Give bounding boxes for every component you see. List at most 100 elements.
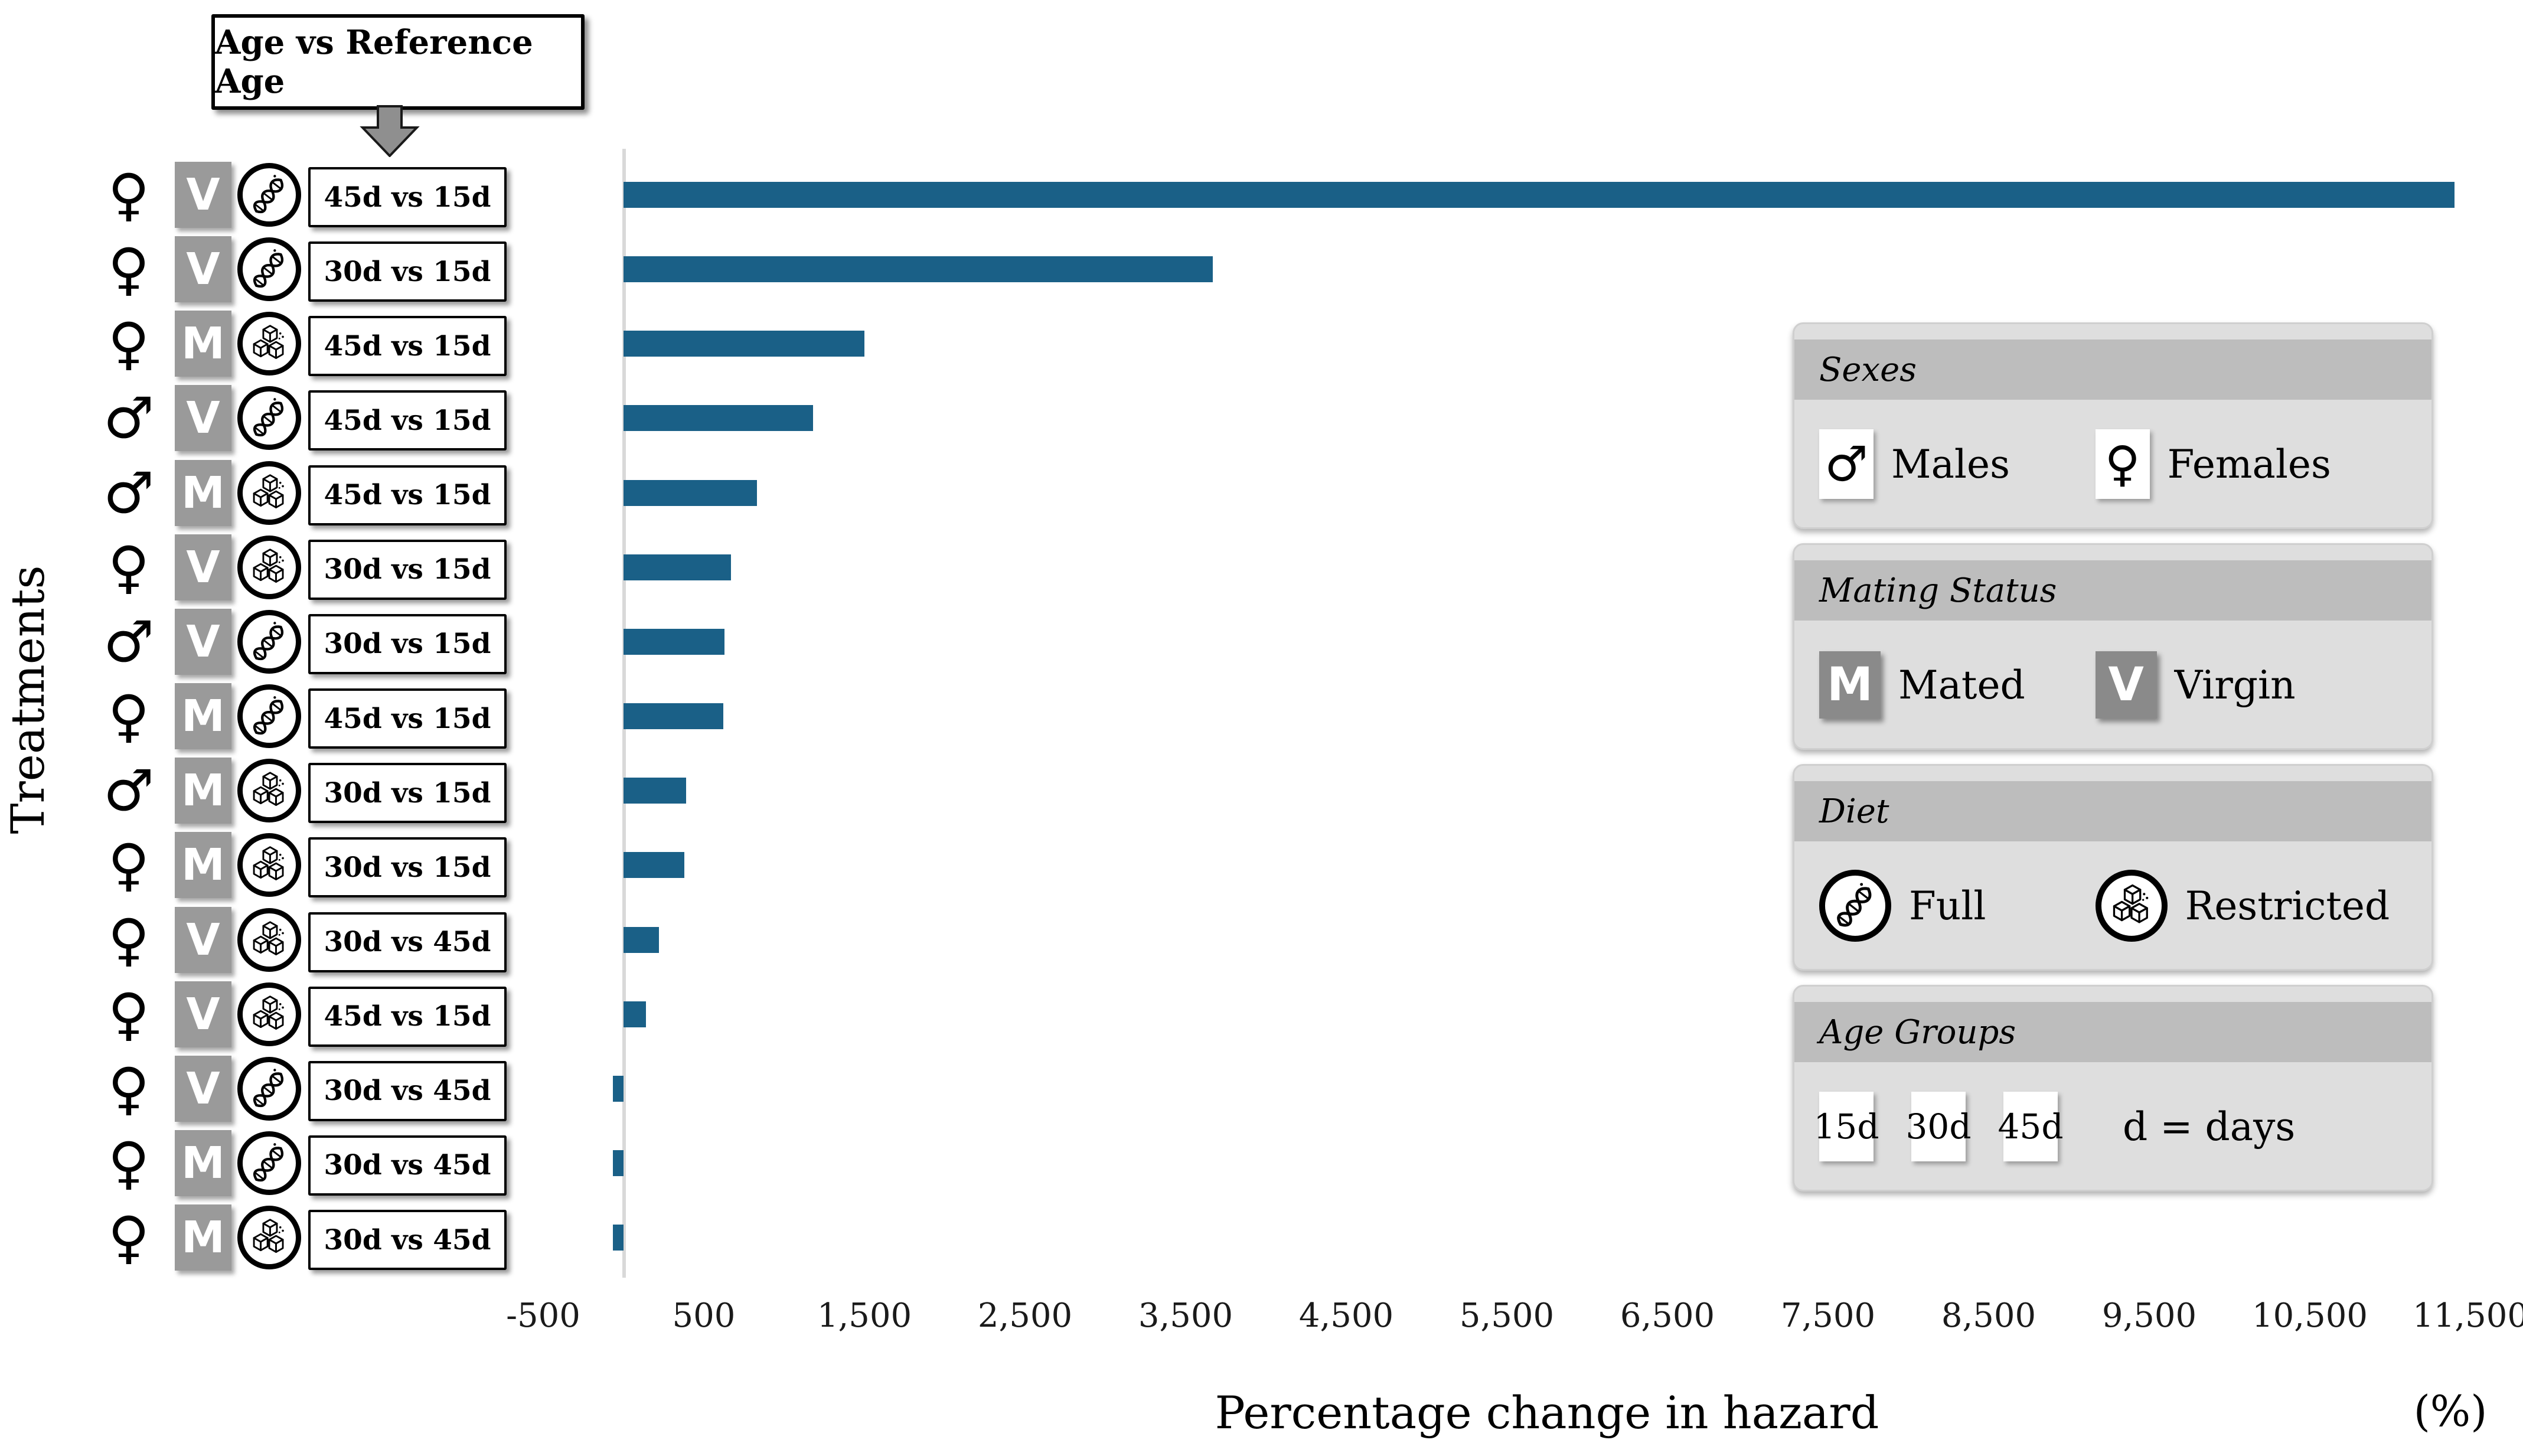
age-chip-45d: 45d (1998, 1092, 2063, 1161)
hazard-bar (624, 703, 723, 730)
mating-badge-mated: M (175, 683, 231, 750)
hazard-bar (624, 628, 725, 655)
legend-full-diet-entry: Full (1819, 870, 2096, 942)
diet-icon-restricted (237, 907, 301, 972)
diet-icon-full (237, 684, 301, 749)
full-diet-label: Full (1909, 883, 1986, 929)
mated-badge-icon: M (1819, 651, 1881, 719)
dna-full-diet-icon (253, 622, 283, 660)
hazard-bar (624, 926, 659, 953)
sex-icon-female: ♀ (107, 534, 150, 600)
diet-icon-full (237, 163, 301, 227)
age-comparison-box: 30d vs 45d (308, 912, 507, 972)
males-label: Males (1891, 441, 2010, 487)
x-axis-unit: (%) (2413, 1386, 2488, 1436)
age-comparison-box: 30d vs 15d (308, 763, 507, 824)
mating-badge-mated: M (175, 459, 231, 526)
age-comparison-box: 30d vs 15d (308, 241, 507, 302)
sugar-cubes-restricted-diet-icon (253, 325, 284, 360)
mating-badge-virgin: V (175, 608, 231, 675)
sugar-cubes-restricted-diet-icon (253, 920, 284, 955)
mating-badge-mated: M (175, 832, 231, 899)
sex-icon-female: ♀ (107, 236, 150, 303)
down-arrow-icon (360, 105, 420, 157)
hazard-bar (624, 1001, 647, 1027)
sex-icon-female: ♀ (107, 311, 150, 377)
virgin-badge-icon: V (2095, 651, 2157, 719)
legend-females-entry: ♀ Females (2095, 429, 2331, 499)
mating-badge-virgin: V (175, 534, 231, 600)
age-comparison-box: 45d vs 15d (308, 688, 507, 749)
virgin-label: Virgin (2174, 662, 2296, 708)
legend-age-title: Age Groups (1794, 1002, 2431, 1062)
hazard-bar (624, 554, 732, 580)
x-axis-label: Percentage change in hazard (1215, 1386, 1879, 1439)
age-comparison-box: 30d vs 15d (308, 837, 507, 898)
age-comparison-box: 45d vs 15d (308, 316, 507, 377)
x-tick-label: 10,500 (2252, 1297, 2368, 1335)
sex-icon-female: ♀ (107, 832, 150, 899)
restricted-diet-circle (2095, 870, 2168, 942)
sugar-cubes-restricted-diet-icon (253, 1219, 284, 1253)
age-comparison-box: 30d vs 45d (308, 1060, 507, 1121)
diet-icon-restricted (237, 759, 301, 823)
legend-age-body: 15d 30d 45d d = days (1794, 1062, 2431, 1190)
legend-sexes-body: ♂ Males ♀ Females (1794, 400, 2431, 527)
sex-icon-male: ♂ (103, 608, 155, 675)
mating-badge-virgin: V (175, 906, 231, 973)
sex-icon-female: ♀ (107, 1129, 150, 1196)
diet-icon-restricted (237, 833, 301, 897)
legend-mating-title: Mating Status (1794, 560, 2431, 621)
age-comparison-box: 30d vs 45d (308, 1135, 507, 1196)
sugar-cubes-restricted-diet-icon (253, 772, 284, 807)
mating-badge-virgin: V (175, 981, 231, 1047)
age-comparison-box: 45d vs 15d (308, 986, 507, 1047)
age-comparison-box: 45d vs 15d (308, 390, 507, 451)
legend-males-entry: ♂ Males (1819, 429, 2096, 499)
age-comparison-box: 30d vs 15d (308, 613, 507, 674)
sugar-cubes-restricted-diet-icon (253, 995, 284, 1030)
legend-mated-entry: M Mated (1819, 651, 2096, 719)
females-label: Females (2167, 441, 2331, 487)
age-vs-reference-age-callout: Age vs Reference Age (211, 14, 585, 110)
female-icon: ♀ (2104, 436, 2140, 492)
restricted-diet-label: Restricted (2185, 883, 2390, 929)
mating-badge-mated: M (175, 758, 231, 824)
diet-icon-restricted (237, 1206, 301, 1270)
x-tick-label: 3,500 (1138, 1297, 1233, 1335)
hazard-bar (624, 182, 2455, 208)
x-tick-label: 11,500 (2413, 1297, 2523, 1335)
full-diet-circle (1819, 870, 1891, 942)
hazard-bar (624, 852, 685, 879)
sugar-cubes-restricted-diet-icon (253, 474, 284, 508)
x-tick-label: 5,500 (1459, 1297, 1555, 1335)
mating-badge-virgin: V (175, 1055, 231, 1122)
x-tick-label: 2,500 (977, 1297, 1073, 1335)
dna-full-diet-icon (253, 1068, 283, 1107)
y-axis-label: Treatments (2, 565, 55, 834)
mating-badge-mated: M (175, 1204, 231, 1271)
male-icon: ♂ (1824, 436, 1868, 492)
sex-icon-male: ♂ (103, 459, 155, 526)
diet-icon-full (237, 1056, 301, 1121)
dna-full-diet-icon (1837, 883, 1872, 927)
age-comparison-box: 30d vs 15d (308, 539, 507, 600)
dna-full-diet-icon (253, 1143, 283, 1181)
sex-icon-female: ♀ (107, 1055, 150, 1122)
sugar-cubes-restricted-diet-icon (253, 549, 284, 583)
x-tick-label: 1,500 (817, 1297, 912, 1335)
sex-icon-male: ♂ (103, 758, 155, 824)
x-tick-label: 6,500 (1620, 1297, 1715, 1335)
hazard-bar (613, 1150, 624, 1176)
diet-icon-restricted (237, 535, 301, 599)
x-tick-label: -500 (506, 1297, 580, 1335)
mating-badge-virgin: V (175, 162, 231, 228)
x-tick-label: 500 (672, 1297, 736, 1335)
legend-mating-status: Mating Status M Mated V Virgin (1793, 543, 2433, 750)
diet-icon-full (237, 237, 301, 302)
hazard-bar (624, 778, 687, 804)
diet-icon-full (237, 386, 301, 450)
hazard-bar (624, 405, 813, 432)
legend-mating-body: M Mated V Virgin (1794, 621, 2431, 748)
